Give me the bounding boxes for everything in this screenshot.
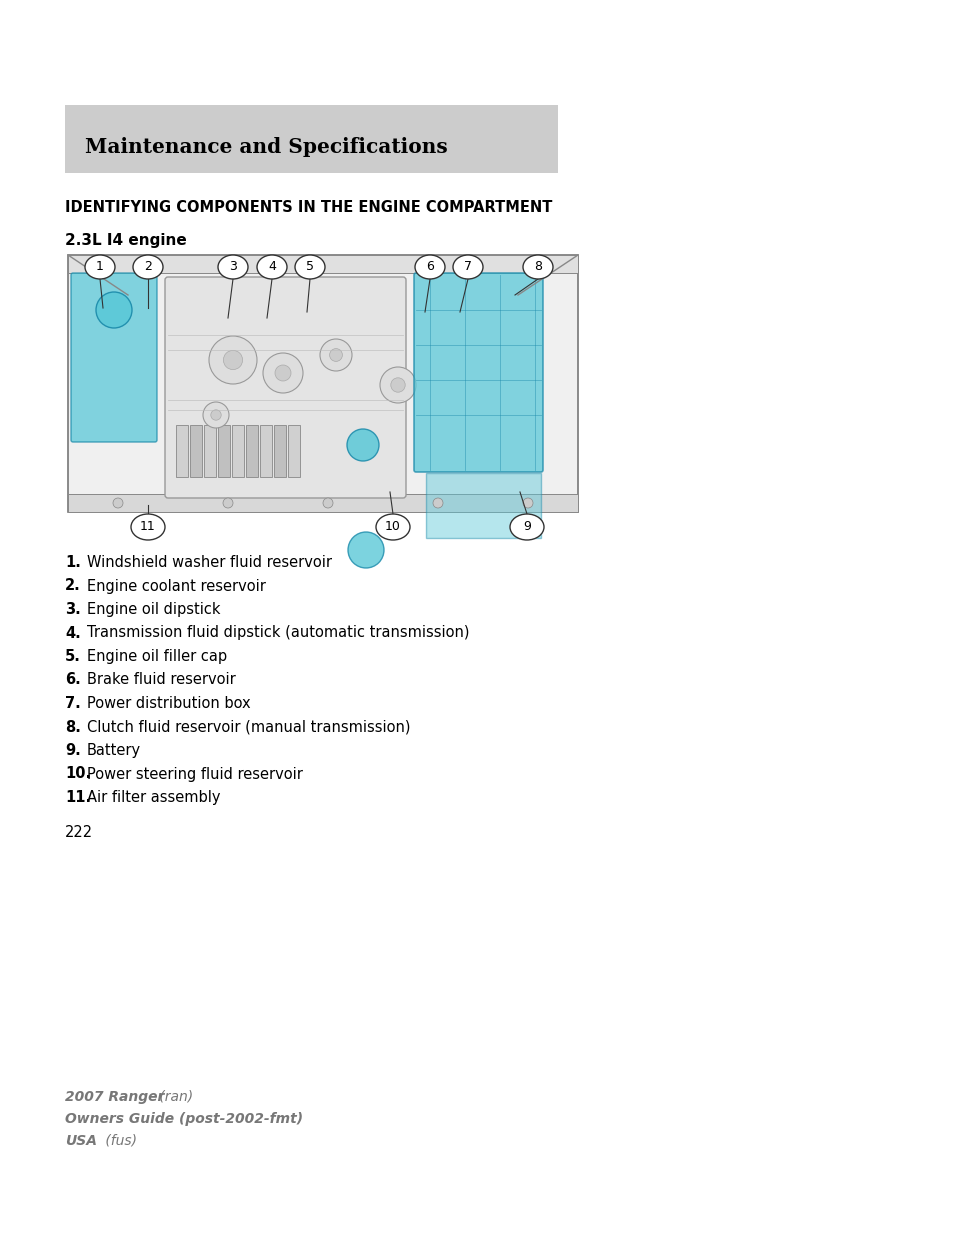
Text: 5: 5 — [306, 261, 314, 273]
Text: Transmission fluid dipstick (automatic transmission): Transmission fluid dipstick (automatic t… — [87, 625, 469, 641]
Text: Brake fluid reservoir: Brake fluid reservoir — [87, 673, 235, 688]
Text: Power distribution box: Power distribution box — [87, 697, 251, 711]
Text: Engine oil dipstick: Engine oil dipstick — [87, 601, 220, 618]
Text: 7.: 7. — [65, 697, 81, 711]
Circle shape — [329, 348, 342, 362]
Ellipse shape — [453, 254, 482, 279]
FancyBboxPatch shape — [414, 273, 542, 472]
Ellipse shape — [256, 254, 287, 279]
Text: 2.: 2. — [65, 578, 81, 594]
Text: 9: 9 — [522, 520, 531, 534]
Text: 3: 3 — [229, 261, 236, 273]
Bar — [218, 425, 230, 477]
Text: 10.: 10. — [65, 767, 91, 782]
Text: 6: 6 — [426, 261, 434, 273]
Text: Owners Guide (post-2002-fmt): Owners Guide (post-2002-fmt) — [65, 1112, 303, 1126]
Text: USA: USA — [65, 1134, 97, 1149]
Text: Clutch fluid reservoir (manual transmission): Clutch fluid reservoir (manual transmiss… — [87, 720, 410, 735]
Bar — [288, 425, 299, 477]
Text: 3.: 3. — [65, 601, 81, 618]
Circle shape — [319, 338, 352, 370]
Bar — [204, 425, 215, 477]
Text: 6.: 6. — [65, 673, 81, 688]
Text: 222: 222 — [65, 825, 93, 840]
Text: 7: 7 — [463, 261, 472, 273]
Text: 10: 10 — [385, 520, 400, 534]
Ellipse shape — [218, 254, 248, 279]
Text: 11: 11 — [140, 520, 155, 534]
Circle shape — [323, 498, 333, 508]
Circle shape — [522, 498, 533, 508]
Bar — [190, 425, 202, 477]
Bar — [246, 425, 257, 477]
Circle shape — [223, 498, 233, 508]
Ellipse shape — [131, 514, 165, 540]
Text: Maintenance and Specifications: Maintenance and Specifications — [85, 137, 447, 157]
Text: Engine oil filler cap: Engine oil filler cap — [87, 650, 227, 664]
Circle shape — [391, 378, 405, 393]
Circle shape — [347, 429, 378, 461]
Text: (ran): (ran) — [154, 1091, 193, 1104]
Text: 4.: 4. — [65, 625, 81, 641]
Circle shape — [433, 498, 442, 508]
Text: (fus): (fus) — [101, 1134, 137, 1149]
Circle shape — [274, 366, 291, 382]
Circle shape — [348, 532, 384, 568]
Circle shape — [203, 403, 229, 429]
Text: 4: 4 — [268, 261, 275, 273]
Ellipse shape — [294, 254, 325, 279]
Text: 8.: 8. — [65, 720, 81, 735]
FancyBboxPatch shape — [165, 277, 406, 498]
Text: Battery: Battery — [87, 743, 141, 758]
Text: 2: 2 — [144, 261, 152, 273]
Text: Power steering fluid reservoir: Power steering fluid reservoir — [87, 767, 302, 782]
Text: 2007 Ranger: 2007 Ranger — [65, 1091, 164, 1104]
Text: 1: 1 — [96, 261, 104, 273]
Bar — [68, 494, 578, 513]
Text: 2.3L I4 engine: 2.3L I4 engine — [65, 233, 187, 248]
Ellipse shape — [132, 254, 163, 279]
Text: 9.: 9. — [65, 743, 81, 758]
Ellipse shape — [415, 254, 444, 279]
Text: Engine coolant reservoir: Engine coolant reservoir — [87, 578, 266, 594]
Circle shape — [209, 336, 256, 384]
Text: Windshield washer fluid reservoir: Windshield washer fluid reservoir — [87, 555, 332, 571]
Bar — [274, 425, 286, 477]
Bar — [426, 473, 540, 538]
Circle shape — [211, 410, 221, 420]
Circle shape — [263, 353, 303, 393]
Text: IDENTIFYING COMPONENTS IN THE ENGINE COMPARTMENT: IDENTIFYING COMPONENTS IN THE ENGINE COM… — [65, 200, 552, 215]
Ellipse shape — [375, 514, 410, 540]
Text: 1.: 1. — [65, 555, 81, 571]
Circle shape — [96, 291, 132, 329]
Text: 5.: 5. — [65, 650, 81, 664]
Bar — [68, 254, 578, 513]
Text: 8: 8 — [534, 261, 541, 273]
Bar — [65, 105, 558, 173]
Ellipse shape — [522, 254, 553, 279]
Ellipse shape — [85, 254, 115, 279]
Bar — [68, 254, 578, 273]
FancyBboxPatch shape — [71, 273, 157, 442]
Bar — [260, 425, 272, 477]
Bar — [232, 425, 244, 477]
Ellipse shape — [510, 514, 543, 540]
Circle shape — [379, 367, 416, 403]
Circle shape — [223, 351, 242, 369]
Circle shape — [112, 498, 123, 508]
Text: 11.: 11. — [65, 790, 91, 805]
Bar — [175, 425, 188, 477]
Text: Air filter assembly: Air filter assembly — [87, 790, 220, 805]
